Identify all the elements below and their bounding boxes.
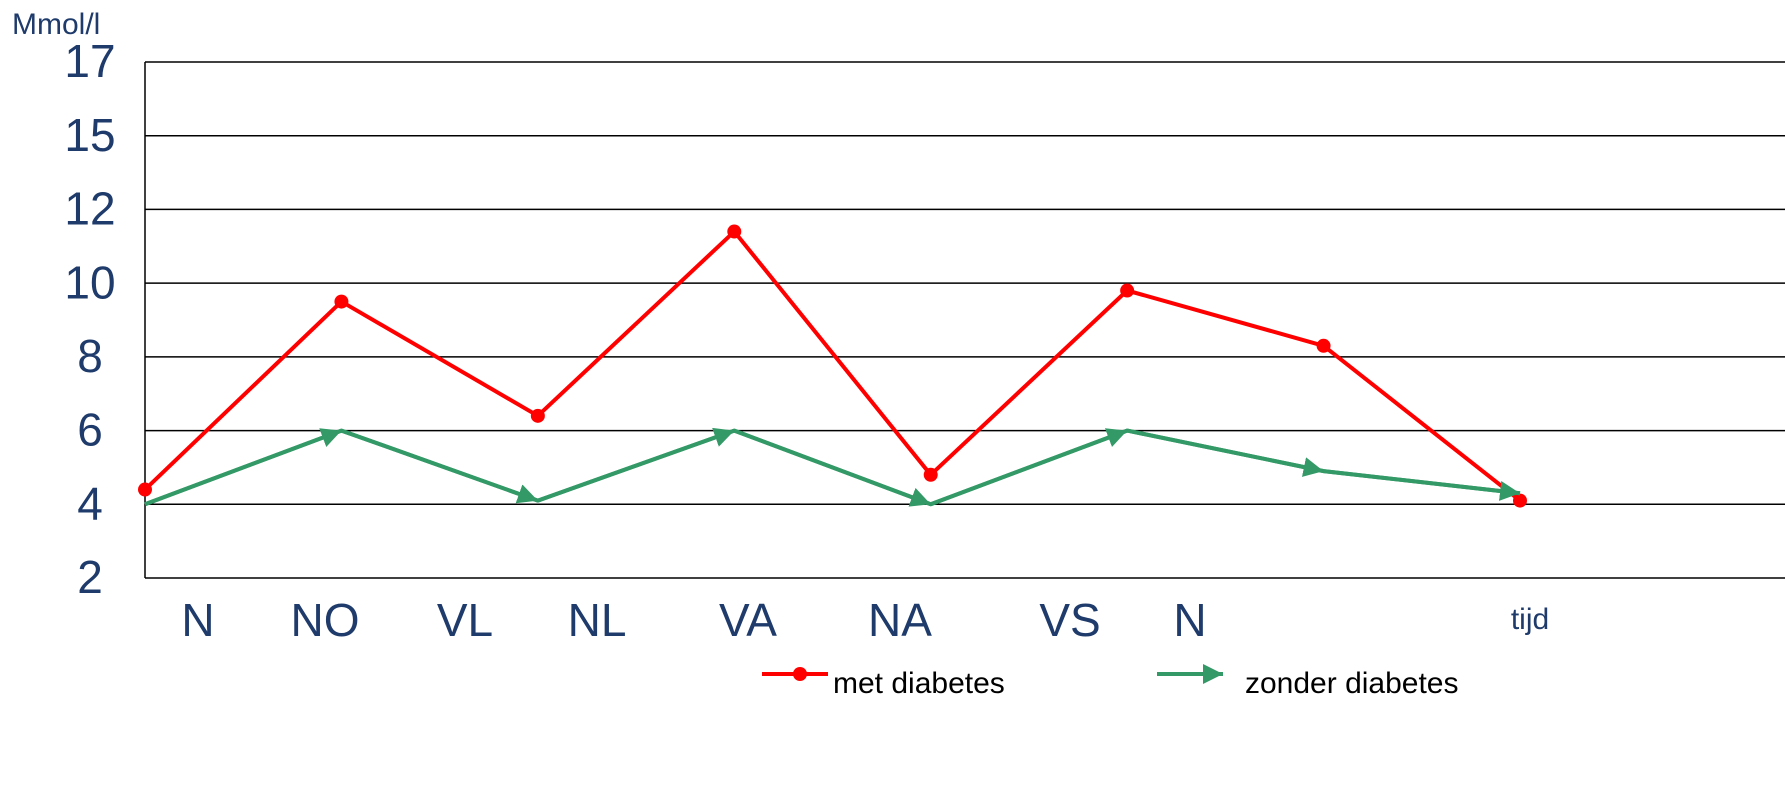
point <box>727 224 742 239</box>
x-tick-label: VL <box>437 594 493 646</box>
x-tick-label: NA <box>868 594 932 646</box>
y-tick-label: 12 <box>64 183 115 235</box>
point <box>923 467 938 482</box>
point <box>530 408 545 423</box>
point <box>334 294 349 309</box>
point <box>1323 469 1521 501</box>
point <box>1126 428 1324 477</box>
point <box>1120 283 1135 298</box>
y-tick-label: 15 <box>64 109 115 161</box>
y-tick-label: 10 <box>64 256 115 308</box>
point <box>1316 338 1331 353</box>
y-tick-label: 8 <box>77 330 103 382</box>
x-tick-label: N <box>181 594 214 646</box>
point <box>138 482 152 497</box>
y-tick-label: 17 <box>64 35 115 87</box>
point <box>340 428 539 504</box>
point <box>733 428 932 507</box>
legend-label: zonder diabetes <box>1245 667 1459 700</box>
x-tick-label: VA <box>719 594 777 646</box>
x-axis-label: tijd <box>1511 603 1549 636</box>
y-tick-label: 2 <box>77 551 103 603</box>
x-tick-label: N <box>1173 594 1206 646</box>
y-tick-label: 6 <box>77 404 103 456</box>
x-tick-label: VS <box>1039 594 1100 646</box>
point <box>930 428 1128 507</box>
y-tick-label: 4 <box>77 477 103 529</box>
legend-dot <box>793 667 807 681</box>
point <box>1513 493 1527 508</box>
point <box>537 427 735 503</box>
y-axis-label: Mmol/l <box>12 8 100 41</box>
legend-label: met diabetes <box>833 667 1005 700</box>
x-tick-label: NL <box>568 594 627 646</box>
series-line <box>143 228 1522 503</box>
x-tick-label: NO <box>291 594 360 646</box>
point <box>144 428 343 507</box>
